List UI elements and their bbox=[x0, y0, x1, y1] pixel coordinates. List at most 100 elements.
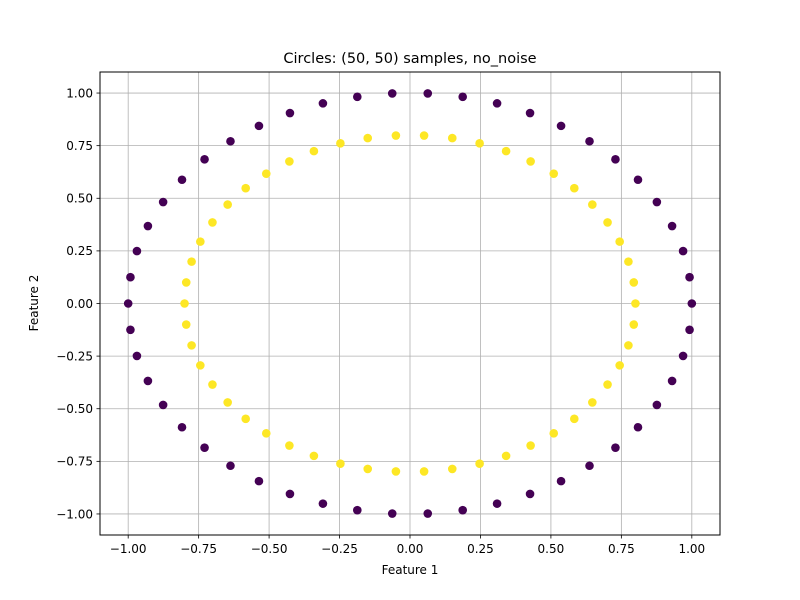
data-point bbox=[353, 505, 362, 515]
data-point bbox=[123, 299, 133, 308]
data-point bbox=[603, 380, 612, 389]
data-point bbox=[226, 136, 235, 146]
data-point bbox=[208, 380, 217, 389]
data-point bbox=[447, 133, 457, 143]
data-point bbox=[475, 459, 484, 468]
data-point bbox=[585, 136, 594, 146]
data-point bbox=[181, 278, 191, 287]
data-point bbox=[391, 131, 401, 140]
data-point bbox=[570, 183, 579, 193]
data-point bbox=[285, 157, 294, 166]
data-point bbox=[363, 133, 373, 143]
data-point bbox=[241, 183, 250, 193]
y-tick-label: −1.00 bbox=[56, 507, 93, 521]
data-point bbox=[603, 218, 612, 227]
data-point bbox=[158, 197, 168, 207]
y-tick-label: −0.25 bbox=[56, 349, 93, 363]
data-point bbox=[196, 361, 205, 370]
data-point bbox=[285, 108, 295, 118]
data-point bbox=[391, 467, 401, 476]
data-point bbox=[458, 92, 468, 102]
data-point bbox=[353, 92, 362, 102]
data-point bbox=[652, 197, 662, 207]
data-point bbox=[667, 376, 677, 386]
x-tick-label: 1.00 bbox=[678, 542, 705, 556]
series-0 bbox=[123, 89, 697, 518]
data-point bbox=[525, 108, 535, 118]
data-point bbox=[254, 121, 264, 131]
data-point bbox=[132, 246, 142, 256]
x-tick-label: −0.75 bbox=[180, 542, 217, 556]
data-point bbox=[549, 169, 559, 178]
x-tick-label: −0.25 bbox=[321, 542, 358, 556]
x-axis-label: Feature 1 bbox=[382, 563, 439, 577]
data-point bbox=[687, 299, 697, 308]
data-point bbox=[492, 99, 502, 108]
data-point bbox=[285, 441, 294, 450]
data-point bbox=[419, 467, 429, 476]
points-layer bbox=[123, 89, 697, 518]
data-point bbox=[261, 169, 271, 178]
grid-lines bbox=[100, 72, 720, 535]
x-axis-ticks: −1.00 −0.75 −0.50 −0.25 0.00 0.25 0.50 0.75 1.00 bbox=[110, 535, 705, 556]
y-tick-label: −0.50 bbox=[56, 402, 93, 416]
data-point bbox=[285, 489, 295, 499]
data-point bbox=[158, 400, 168, 410]
chart-title: Circles: (50, 50) samples, no_noise bbox=[283, 51, 536, 67]
x-tick-label: 0.25 bbox=[467, 542, 494, 556]
x-tick-label: 0.00 bbox=[397, 542, 424, 556]
data-point bbox=[181, 320, 191, 329]
data-point bbox=[423, 89, 433, 98]
data-point bbox=[588, 200, 597, 209]
data-point bbox=[629, 320, 639, 329]
y-axis-label: Feature 2 bbox=[27, 275, 41, 332]
data-point bbox=[631, 299, 640, 308]
x-tick-label: 0.75 bbox=[608, 542, 635, 556]
data-point bbox=[556, 476, 566, 486]
y-tick-label: 0.75 bbox=[66, 139, 93, 153]
data-point bbox=[254, 476, 264, 486]
data-point bbox=[624, 257, 633, 266]
data-point bbox=[615, 361, 624, 370]
data-point bbox=[492, 499, 502, 508]
data-point bbox=[588, 398, 597, 407]
data-point bbox=[678, 351, 688, 361]
data-point bbox=[678, 246, 688, 256]
data-point bbox=[200, 155, 209, 164]
data-point bbox=[126, 325, 135, 335]
x-tick-label: 0.50 bbox=[538, 542, 565, 556]
data-point bbox=[196, 237, 205, 246]
x-tick-label: −1.00 bbox=[110, 542, 147, 556]
data-point bbox=[177, 175, 187, 185]
data-point bbox=[187, 341, 196, 350]
data-point bbox=[309, 146, 319, 156]
data-point bbox=[685, 325, 694, 335]
data-point bbox=[570, 414, 579, 424]
y-tick-label: 0.50 bbox=[66, 192, 93, 206]
data-point bbox=[501, 146, 511, 156]
data-point bbox=[226, 461, 235, 471]
data-point bbox=[525, 489, 535, 499]
data-point bbox=[143, 221, 153, 231]
data-point bbox=[633, 175, 643, 185]
data-point bbox=[423, 509, 433, 518]
data-point bbox=[180, 299, 189, 308]
data-point bbox=[387, 89, 397, 98]
data-point bbox=[363, 464, 373, 474]
data-point bbox=[549, 429, 559, 438]
y-tick-label: 1.00 bbox=[66, 86, 93, 100]
data-point bbox=[633, 422, 643, 432]
data-point bbox=[624, 341, 633, 350]
data-point bbox=[667, 221, 677, 231]
data-point bbox=[318, 99, 328, 108]
data-point bbox=[187, 257, 196, 266]
data-point bbox=[241, 414, 250, 424]
data-point bbox=[447, 464, 457, 474]
data-point bbox=[629, 278, 639, 287]
data-point bbox=[685, 272, 694, 282]
x-tick-label: −0.50 bbox=[251, 542, 288, 556]
data-point bbox=[526, 157, 535, 166]
data-point bbox=[200, 443, 209, 452]
data-point bbox=[585, 461, 594, 471]
